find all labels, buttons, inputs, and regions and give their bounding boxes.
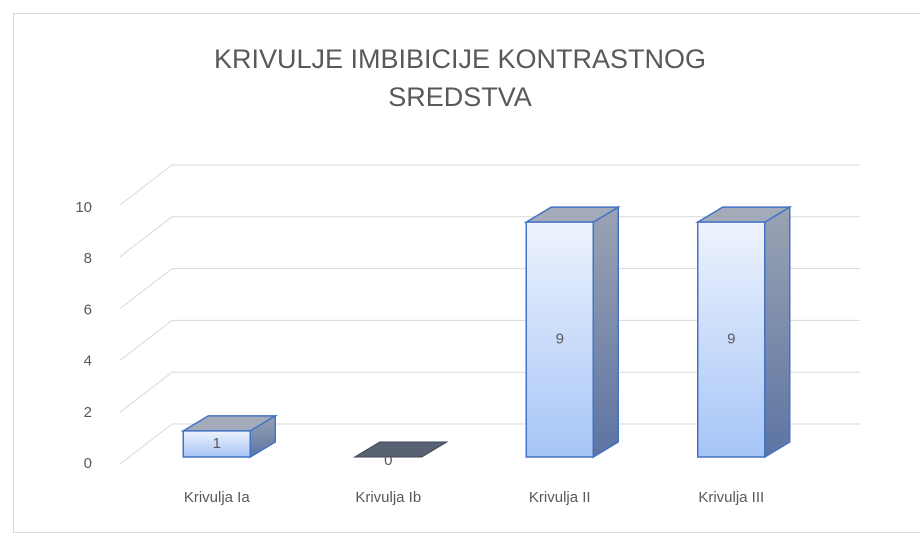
grid-line (119, 423, 860, 465)
value-label: 1 (213, 435, 221, 452)
grid-line (119, 268, 860, 309)
value-label: 9 (556, 331, 564, 348)
y-tick-label: 0 (84, 455, 92, 472)
bar-top (352, 441, 449, 458)
value-label: 9 (727, 331, 735, 348)
chart-title: KRIVULJE IMBIBICIJE KONTRASTNOG SREDSTVA (213, 44, 707, 112)
bar (182, 430, 251, 458)
x-tick-label: Krivulja Ib (355, 489, 421, 506)
y-tick-label: 6 (84, 301, 92, 318)
bar (525, 221, 594, 458)
x-tick-label: Krivulja Ia (184, 489, 251, 506)
bar (697, 221, 766, 458)
grid-line (119, 319, 860, 361)
y-tick-label: 4 (84, 353, 92, 370)
grid-line (119, 371, 860, 413)
x-tick-label: Krivulja III (698, 489, 764, 506)
x-tick-label: Krivulja II (529, 489, 591, 506)
y-tick-label: 8 (84, 250, 92, 267)
grid-line (119, 216, 860, 258)
bar-side (764, 205, 791, 459)
grid-line (119, 164, 860, 206)
y-tick-label: 2 (84, 404, 92, 421)
y-tick-label: 10 (75, 199, 92, 216)
value-label: 0 (384, 452, 392, 469)
bar-side (592, 205, 619, 459)
